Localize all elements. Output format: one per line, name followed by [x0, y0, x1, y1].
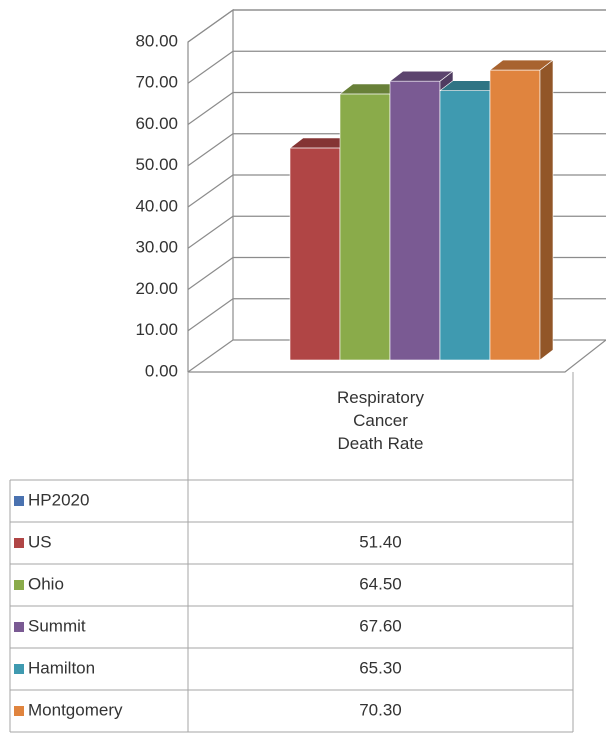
y-tick-label: 70.00 [135, 73, 178, 92]
data-label: 65.30 [359, 658, 402, 677]
y-tick-label: 60.00 [135, 114, 178, 133]
bar-top [389, 70, 454, 82]
legend-label: Ohio [28, 574, 64, 593]
data-label: 70.30 [359, 700, 402, 719]
legend-key [14, 580, 24, 590]
bar-front [489, 69, 541, 361]
data-label: 64.50 [359, 574, 402, 593]
legend-key [14, 496, 24, 506]
legend-key [14, 664, 24, 674]
legend-label: Summit [28, 616, 86, 635]
bar-side [539, 59, 554, 361]
data-label: 51.40 [359, 532, 402, 551]
y-tick-label: 40.00 [135, 196, 178, 215]
y-tick-label: 50.00 [135, 155, 178, 174]
y-tick-label: 10.00 [135, 320, 178, 339]
y-tick-label: 80.00 [135, 31, 178, 50]
bar-front [389, 80, 441, 361]
bar-top [489, 59, 554, 71]
floor [188, 339, 606, 373]
bar-front [439, 90, 491, 361]
bar [389, 70, 454, 361]
bar [489, 59, 554, 361]
data-label: 67.60 [359, 616, 402, 635]
legend-label: Montgomery [28, 700, 123, 719]
category-label-box: Respiratory Cancer Death Rate [337, 388, 424, 453]
bar-front [289, 147, 341, 361]
bar-front [339, 93, 391, 361]
legend-label: HP2020 [28, 490, 89, 509]
y-tick-label: 20.00 [135, 279, 178, 298]
legend-key [14, 622, 24, 632]
legend-key [14, 538, 24, 548]
grid-line [187, 9, 606, 43]
y-tick-label: 30.00 [135, 238, 178, 257]
legend-label: Hamilton [28, 658, 95, 677]
legend-label: US [28, 532, 52, 551]
grid-line [187, 50, 606, 84]
x-tick-label: Respiratory Cancer Death Rate [337, 388, 424, 453]
legend-key [14, 706, 24, 716]
y-tick-label: 0.00 [145, 361, 178, 380]
